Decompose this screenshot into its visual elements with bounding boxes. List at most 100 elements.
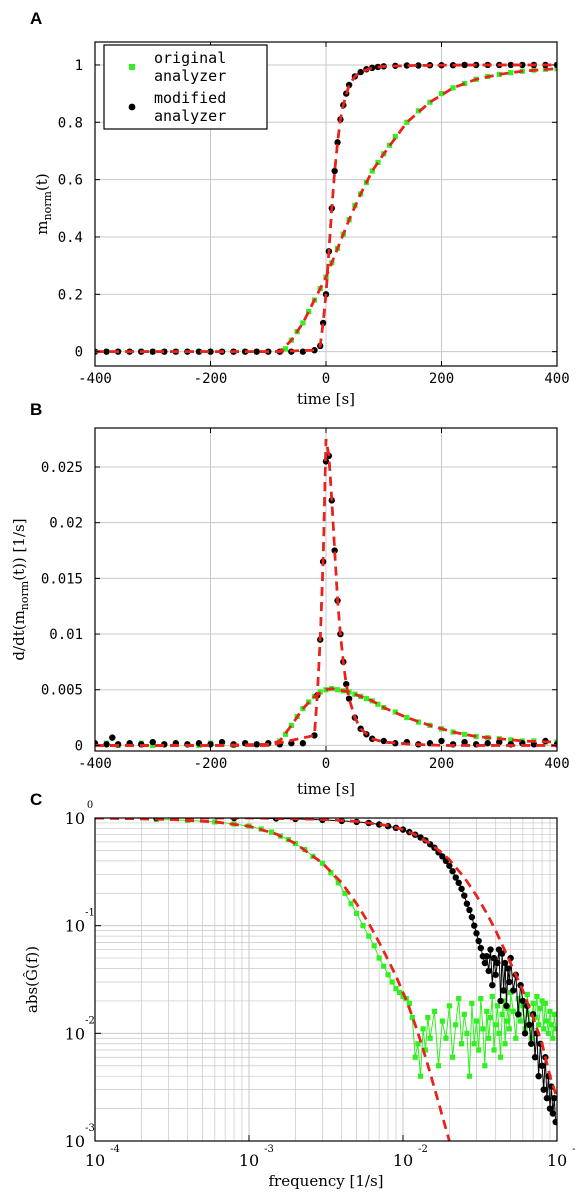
- original-point: [371, 943, 377, 949]
- y-tick-label: 0.6: [58, 173, 83, 189]
- y-axis-label-sub: norm: [18, 580, 31, 610]
- fit-curve-overlay: [95, 438, 557, 747]
- original-point: [348, 901, 354, 907]
- modified-point: [253, 348, 260, 355]
- x-axis-label: frequency [1/s]: [268, 1172, 383, 1190]
- y-tick-label: 1: [75, 58, 83, 74]
- modified-point: [319, 319, 327, 327]
- modified-point: [345, 695, 353, 702]
- y-axis-label-tail: (t)) [1/s]: [10, 518, 28, 580]
- original-point: [376, 955, 382, 961]
- fit-curve-overlay: [95, 818, 451, 1141]
- modified-point: [343, 680, 350, 688]
- x-tick-label-base: 10: [547, 1151, 567, 1170]
- y-axis-label: abs(Ĝ(f)): [23, 946, 41, 1013]
- legend-label: analyzer: [154, 107, 226, 125]
- original-point: [517, 1018, 524, 1024]
- modified-point: [475, 937, 482, 945]
- y-tick-label: 0.01: [49, 627, 83, 643]
- modified-point: [471, 922, 478, 929]
- y-axis-label: d/dt(mnorm(t)) [1/s]: [10, 518, 31, 660]
- modified-point: [501, 959, 509, 967]
- legend-marker-modified: [128, 103, 136, 111]
- modified-point: [331, 167, 338, 175]
- modified-point: [325, 452, 333, 460]
- original-point: [396, 989, 403, 995]
- modified-point: [473, 930, 480, 937]
- modified-point: [487, 946, 494, 953]
- original-point: [478, 996, 484, 1002]
- modified-point: [461, 61, 468, 69]
- modified-point: [299, 348, 307, 355]
- original-point: [328, 870, 334, 876]
- modified-point: [161, 348, 168, 355]
- original-point: [354, 910, 360, 916]
- original-point: [406, 1000, 412, 1006]
- modified-point: [503, 1002, 510, 1010]
- original-point: [300, 320, 306, 326]
- original-point: [420, 1026, 426, 1032]
- modified-point: [299, 740, 307, 747]
- x-tick-label: 400: [544, 756, 569, 772]
- original-point: [489, 993, 495, 1000]
- y-tick-label: 0.025: [41, 460, 83, 476]
- modified-point: [526, 1021, 533, 1029]
- y-tick-label-base: 10: [65, 1132, 85, 1151]
- original-point: [369, 168, 375, 174]
- x-tick-label: -200: [194, 756, 228, 772]
- legend-label: analyzer: [154, 67, 226, 85]
- modified-point: [492, 971, 499, 978]
- fit-curve-overlay: [95, 67, 557, 354]
- original-point: [335, 880, 341, 886]
- original-point: [288, 722, 294, 728]
- original-point: [461, 1011, 467, 1017]
- original-point: [317, 689, 323, 695]
- modified-point: [311, 347, 318, 354]
- plot-area: [95, 818, 557, 1141]
- panel-letter: B: [30, 400, 42, 419]
- fit-curve-overlay: [95, 818, 557, 1099]
- modified-point: [530, 741, 538, 748]
- modified-point: [549, 1110, 557, 1117]
- y-tick-label-exp: 0: [87, 800, 93, 811]
- modified-point: [461, 892, 468, 899]
- original-point: [438, 91, 445, 97]
- modified-point: [489, 981, 496, 989]
- modified-point: [403, 62, 411, 69]
- original-point: [425, 1015, 431, 1021]
- original-point: [499, 1011, 505, 1017]
- modified-point: [458, 885, 465, 892]
- original-point: [458, 1041, 465, 1047]
- plot-area: [95, 438, 557, 749]
- original-point: [554, 66, 557, 72]
- original-point: [493, 1022, 499, 1028]
- original-point: [393, 986, 399, 992]
- modified-point: [498, 950, 506, 957]
- original-point: [400, 993, 406, 1000]
- modified-point: [438, 737, 445, 745]
- modified-point: [218, 738, 226, 746]
- y-tick-label: 0: [75, 345, 83, 361]
- original-point: [494, 1003, 500, 1009]
- modified-point: [195, 348, 203, 355]
- modified-point: [484, 740, 491, 747]
- original-point: [422, 1047, 429, 1053]
- modified-point: [528, 1040, 535, 1047]
- modified-point: [546, 1105, 554, 1112]
- modified-point: [103, 348, 110, 355]
- x-tick-label: -200: [194, 371, 228, 387]
- modified-point: [510, 987, 517, 994]
- y-tick-label: 0.8: [58, 115, 83, 131]
- original-point: [496, 71, 502, 77]
- modified-point: [468, 913, 476, 921]
- y-axis-label-sub: norm: [41, 190, 54, 220]
- fit-curve-overlay: [95, 63, 557, 354]
- modified-point: [515, 1011, 522, 1018]
- modified-point: [449, 868, 456, 875]
- original-point: [553, 1026, 557, 1032]
- y-axis-label: mnorm(t): [33, 173, 54, 234]
- x-tick-label: 200: [429, 756, 454, 772]
- modified-point: [483, 953, 490, 960]
